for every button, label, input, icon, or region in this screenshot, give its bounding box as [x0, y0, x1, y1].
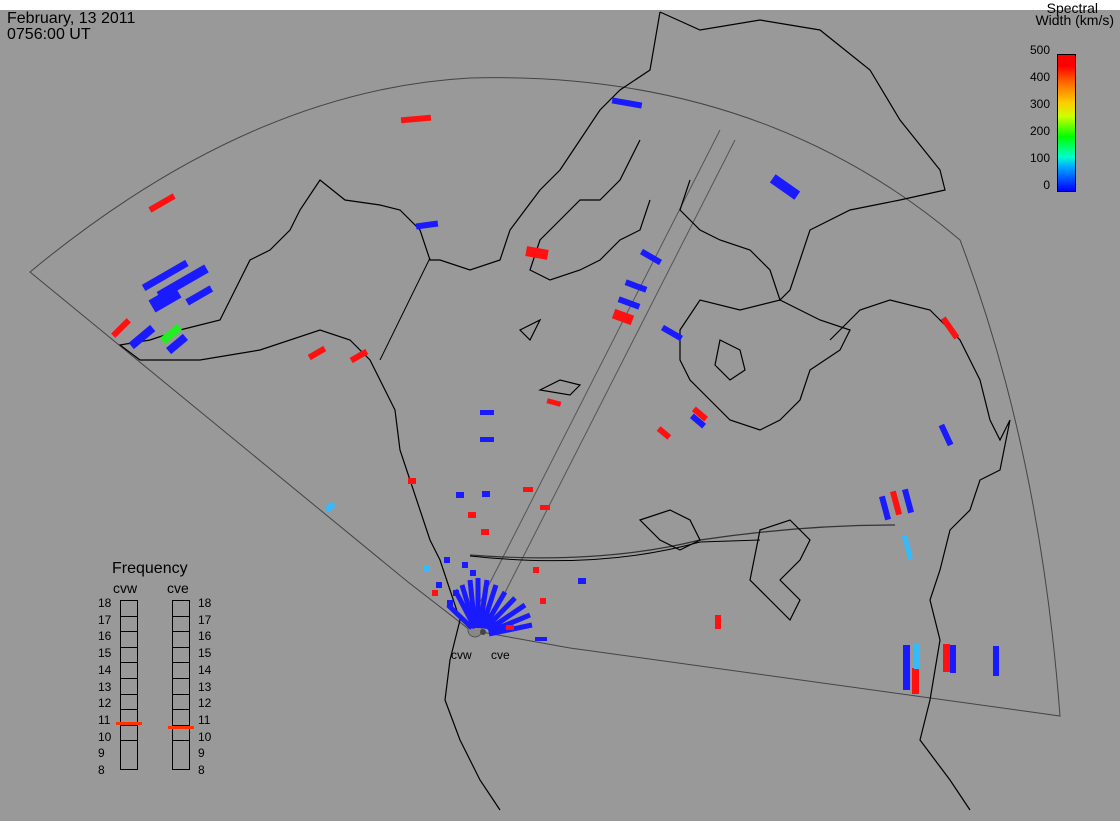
map-canvas — [0, 10, 1120, 821]
frequency-tick-left: 13 — [98, 679, 112, 694]
scatter-low — [128, 97, 999, 690]
frequency-tick-left: 10 — [98, 729, 112, 744]
colorbar-tick: 300 — [1029, 97, 1050, 111]
fov-inner-line-2 — [489, 139, 736, 623]
cve-radar-label: cve — [491, 648, 510, 662]
fov-inner-arc — [469, 524, 896, 559]
cvw-radar-label: cvw — [451, 648, 472, 662]
frequency-tick-right: 16 — [198, 629, 212, 644]
cvw-frequency-label: cvw — [113, 580, 138, 596]
frequency-tick-right: 13 — [198, 679, 212, 694]
cve-frequency-marker — [168, 725, 194, 729]
time-label: 0756:00 UT — [7, 26, 91, 43]
frequency-tick-left: 16 — [98, 629, 112, 644]
colorbar-title-line1: Spectral — [1046, 0, 1098, 16]
frequency-tick-left: 18 — [98, 596, 112, 610]
frequency-tick-left: 8 — [98, 763, 105, 777]
frequency-tick-right: 10 — [198, 729, 212, 744]
coastlines — [118, 11, 1011, 811]
colorbar-tick: 200 — [1029, 124, 1050, 138]
colorbar-tick: 400 — [1029, 70, 1050, 84]
fov-inner-line-1 — [469, 129, 721, 623]
frequency-tick-left: 9 — [98, 746, 105, 761]
cvw-frequency-bar — [120, 600, 138, 770]
frequency-tick-right: 11 — [198, 712, 211, 727]
frequency-tick-right: 12 — [198, 696, 212, 711]
fov-outline — [29, 77, 1061, 717]
colorbar-tick: 100 — [1029, 151, 1050, 165]
date-label: February, 13 2011 — [7, 10, 136, 27]
frequency-tick-right: 17 — [198, 612, 212, 627]
frequency-tick-right: 14 — [198, 662, 212, 677]
colorbar-tick: 0 — [1043, 178, 1050, 192]
frequency-tick-left: 17 — [98, 612, 112, 627]
scatter-green — [160, 323, 182, 345]
us-canada-border — [469, 539, 761, 562]
frequency-tick-right: 8 — [198, 763, 205, 777]
colorbar-tick: 500 — [1029, 43, 1050, 57]
frequency-tick-left: 14 — [98, 662, 112, 677]
cvw-frequency-marker — [116, 722, 142, 726]
colorbar-title-line2: Width (km/s) — [1035, 12, 1114, 28]
frequency-tick-right: 15 — [198, 646, 212, 661]
cve-radar-site — [480, 629, 486, 635]
frequency-tick-right: 18 — [198, 596, 212, 610]
scatter-mid — [324, 501, 920, 669]
frequency-tick-left: 11 — [98, 712, 111, 727]
frequency-tick-left: 15 — [98, 646, 112, 661]
cve-frequency-label: cve — [167, 580, 189, 596]
map-svg — [29, 11, 1061, 811]
radar-fan — [446, 578, 533, 637]
frequency-tick-left: 12 — [98, 696, 112, 711]
scatter-high — [111, 114, 960, 694]
frequency-tick-right: 9 — [198, 746, 205, 761]
cve-frequency-bar — [172, 600, 190, 770]
spectral-width-colorbar — [1057, 54, 1076, 192]
frequency-title: Frequency — [112, 560, 188, 577]
canada-alaska-border — [379, 257, 431, 361]
